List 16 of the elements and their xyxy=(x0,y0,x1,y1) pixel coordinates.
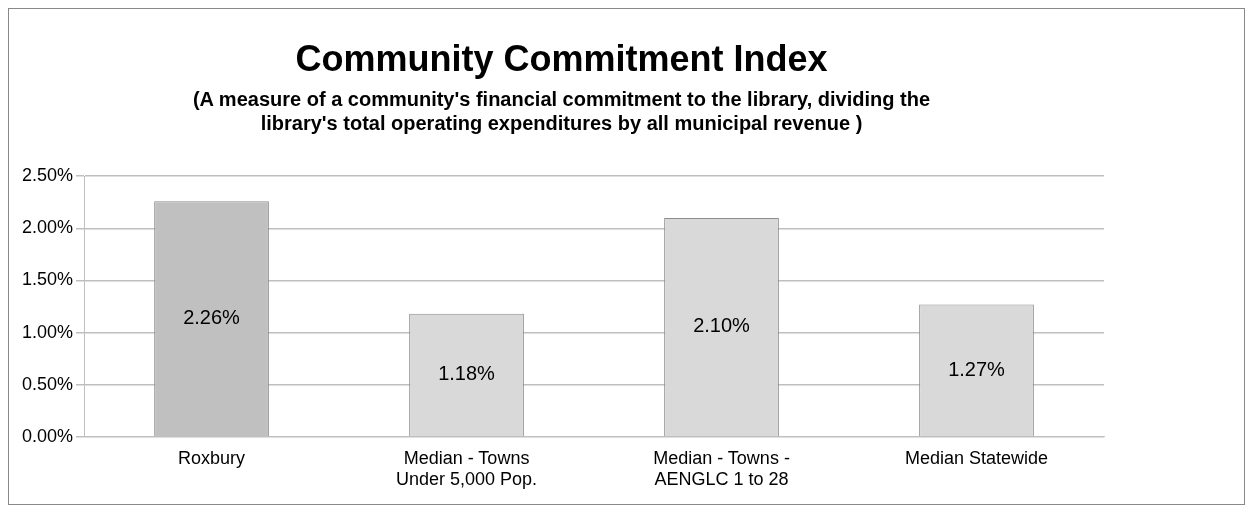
data-label: 2.10% xyxy=(693,314,751,337)
y-tick-label: 2.50% xyxy=(21,165,74,186)
x-tick-label: Median - Towns - AENGLC 1 to 28 xyxy=(653,447,790,490)
data-label: 1.18% xyxy=(438,362,496,385)
y-tick-label: 1.00% xyxy=(21,321,74,342)
y-tick-label: 1.50% xyxy=(21,269,74,290)
data-label: 1.27% xyxy=(948,357,1006,380)
data-label: 2.26% xyxy=(183,306,241,329)
x-tick-label: Roxbury xyxy=(178,447,246,468)
x-tick-label: Median Statewide xyxy=(904,447,1049,468)
y-tick-label: 2.00% xyxy=(21,217,74,238)
x-tick-label: Median - Towns Under 5,000 Pop. xyxy=(395,447,538,490)
y-tick-label: 0.00% xyxy=(21,425,74,446)
y-tick-label: 0.50% xyxy=(21,373,74,394)
chart-subtitle: (A measure of a community's financial commitment to the library, dividing the library's total operating expenditures by all municipal revenue ) xyxy=(192,87,931,134)
chart-title: Community Commitment Index xyxy=(295,37,828,79)
